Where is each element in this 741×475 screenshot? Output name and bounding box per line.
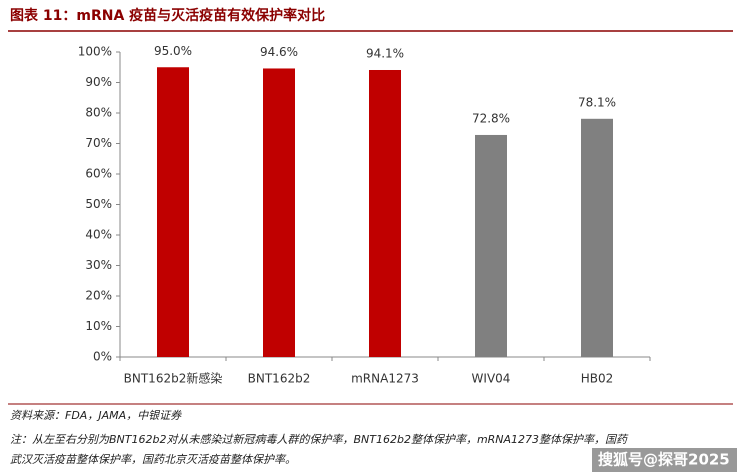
x-tick-label: BNT162b2 bbox=[248, 372, 311, 386]
bar bbox=[369, 69, 401, 358]
y-tick-label: 50% bbox=[85, 197, 112, 211]
x-tick-label: mRNA1273 bbox=[351, 372, 419, 386]
y-tick-label: 30% bbox=[85, 258, 112, 272]
watermark: 搜狐号@探哥2025 bbox=[598, 451, 730, 469]
y-tick-label: 100% bbox=[78, 45, 112, 59]
y-tick-label: 0% bbox=[93, 350, 112, 364]
value-label: 94.6% bbox=[260, 45, 298, 59]
note-line: 武汉灭活疫苗整体保护率，国药北京灭活疫苗整体保护率。 bbox=[10, 453, 296, 466]
y-tick-label: 40% bbox=[85, 228, 112, 242]
y-tick-label: 70% bbox=[85, 136, 112, 150]
value-label: 78.1% bbox=[578, 95, 616, 109]
y-tick-label: 20% bbox=[85, 289, 112, 303]
value-label: 72.8% bbox=[472, 111, 510, 125]
x-tick-label: HB02 bbox=[581, 372, 614, 386]
value-label: 94.1% bbox=[366, 46, 404, 60]
value-label: 95.0% bbox=[154, 44, 192, 58]
chart-title: 图表 11：mRNA 疫苗与灭活疫苗有效保护率对比 bbox=[10, 7, 325, 24]
source: 资料来源：FDA，JAMA，中银证券 bbox=[10, 409, 182, 422]
y-tick-label: 10% bbox=[85, 319, 112, 333]
note-line: 注：从左至右分别为BNT162b2对从未感染过新冠病毒人群的保护率，BNT162… bbox=[10, 433, 629, 446]
y-tick-label: 90% bbox=[85, 75, 112, 89]
bar bbox=[475, 134, 507, 357]
bar bbox=[581, 118, 613, 357]
x-tick-label: WIV04 bbox=[472, 372, 511, 386]
y-tick-label: 80% bbox=[85, 106, 112, 120]
x-tick-label: BNT162b2新感染 bbox=[124, 371, 223, 386]
bar bbox=[157, 67, 189, 357]
bar bbox=[263, 68, 295, 357]
watermark-bg bbox=[592, 448, 737, 472]
y-tick-label: 60% bbox=[85, 167, 112, 181]
